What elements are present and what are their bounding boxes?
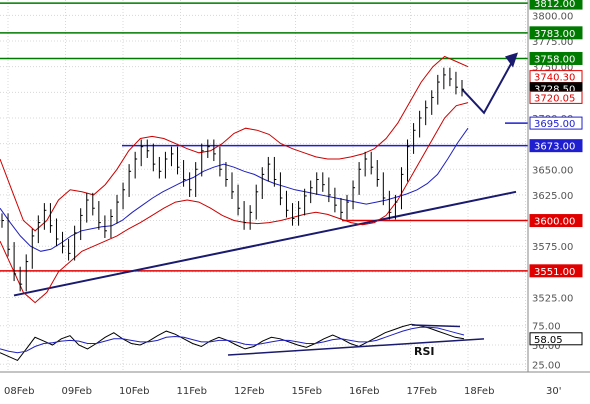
y-tick-label: 3650.00 (532, 165, 573, 176)
x-tick-label: 08Feb (4, 386, 34, 397)
y-tick-label: 3750.00 (532, 63, 573, 74)
x-tick-label: 10Feb (119, 386, 149, 397)
value-marker: 3720.05 (529, 90, 583, 104)
rsi-tick-label: 50.00 (532, 341, 561, 352)
support-label: 3551.00 (529, 264, 583, 278)
y-tick-label: 3525.00 (532, 293, 573, 304)
resistance-label: 3783.00 (529, 26, 583, 40)
support-label-text: 3600.00 (534, 217, 575, 228)
forecast-arrowhead (505, 52, 518, 68)
resistance-label-text: 3758.00 (534, 54, 575, 65)
rsi-value-text: 58.05 (534, 335, 563, 346)
y-tick-label: 3575.00 (532, 242, 573, 253)
x-tick-label: 17Feb (407, 386, 437, 397)
resistance-label-text: 3812.00 (534, 0, 575, 10)
y-tick-label: 3775.00 (532, 37, 573, 48)
rsi-trendline (411, 324, 461, 328)
resistance-label-box (529, 26, 583, 40)
series-layer (0, 55, 469, 304)
x-tick-label: 12Feb (234, 386, 264, 397)
forecast-path (461, 58, 515, 115)
x-unit-label: 30' (546, 386, 561, 397)
x-tick-label: 18Feb (464, 386, 494, 397)
support-label-box (529, 214, 583, 228)
support-label: 3673.00 (529, 139, 583, 153)
rsi-panel: RSI 58.05 (0, 323, 583, 362)
support-label-box (529, 139, 583, 153)
rsi-signal-line (0, 326, 465, 354)
grid (0, 0, 528, 372)
y-tick-label: 3625.00 (532, 191, 573, 202)
resistance-label-box (529, 51, 583, 65)
bollinger-upper-line (0, 55, 469, 232)
rsi-line (0, 323, 465, 362)
rsi-indicator-label: RSI (414, 345, 435, 358)
support-label: 3695.00 (529, 116, 583, 130)
support-label: 3600.00 (529, 214, 583, 228)
trendline (13, 190, 517, 297)
value-marker-text: 3728.50 (534, 85, 575, 96)
y-tick-label: 3800.00 (532, 11, 573, 22)
bollinger-lower-line (0, 102, 469, 304)
rsi-tick-label: 25.00 (532, 360, 561, 371)
x-tick-label: 15Feb (292, 386, 322, 397)
resistance-label-box (529, 0, 583, 10)
support-label-box (529, 116, 583, 130)
value-marker-box (529, 90, 583, 104)
x-tick-label: 09Feb (62, 386, 92, 397)
value-marker: 3740.30 (529, 70, 583, 84)
level-lines (0, 2, 528, 297)
y-axis: 3525.003550.003575.003600.003625.003650.… (0, 0, 590, 373)
rsi-tick-label: 75.00 (532, 322, 561, 333)
resistance-label: 3812.00 (529, 0, 583, 10)
support-label-text: 3695.00 (534, 119, 575, 130)
rsi-trendline (227, 338, 485, 356)
support-label-text: 3551.00 (534, 267, 575, 278)
support-label-text: 3673.00 (534, 142, 575, 153)
value-marker-text: 3720.05 (534, 93, 575, 104)
x-tick-label: 16Feb (349, 386, 379, 397)
moving-average-line (0, 127, 469, 252)
resistance-label-text: 3783.00 (534, 29, 575, 40)
rsi-value-box (529, 332, 583, 346)
resistance-label: 3758.00 (529, 51, 583, 65)
support-label-box (529, 264, 583, 278)
value-marker-text: 3740.30 (534, 73, 575, 84)
x-tick-label: 11Feb (177, 386, 207, 397)
x-axis: 08Feb 09Feb 10Feb 11Feb 12Feb 15Feb 16Feb 17Feb… (4, 386, 561, 397)
